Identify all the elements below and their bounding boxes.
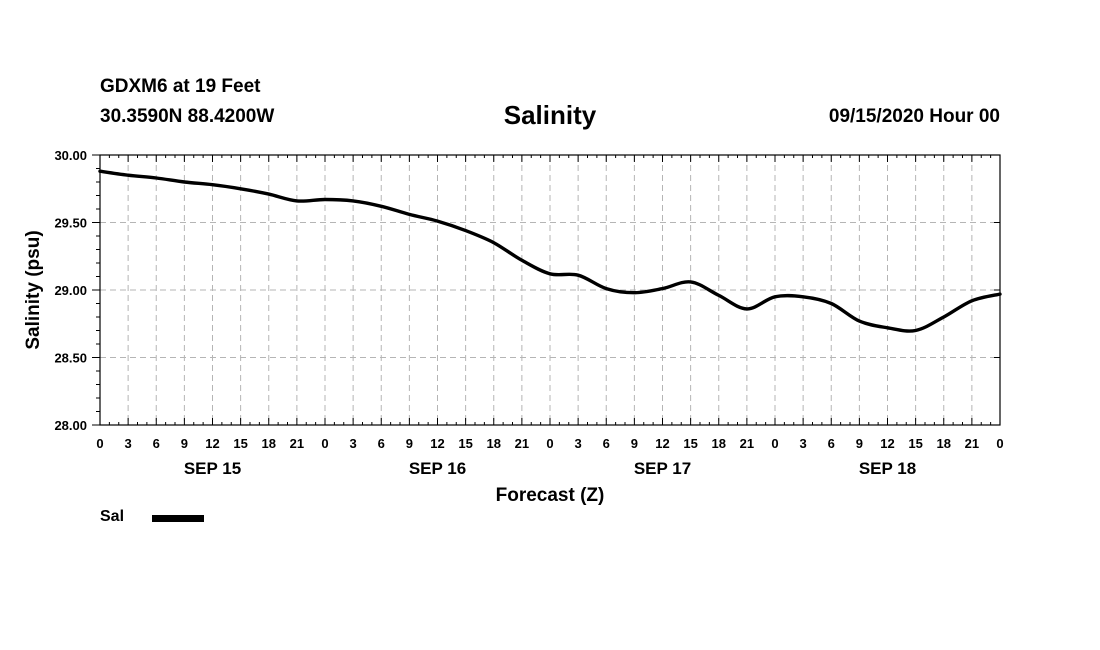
coordinates-label: 30.3590N 88.4200W	[100, 106, 275, 127]
x-tick-label: 0	[96, 436, 103, 451]
x-tick-label: 3	[575, 436, 582, 451]
chart-title: Salinity	[503, 100, 597, 130]
x-tick-label: 9	[181, 436, 188, 451]
axis-ticks	[92, 154, 1001, 426]
grid-lines	[100, 155, 1000, 425]
x-tick-label: 18	[487, 436, 501, 451]
x-tick-label: 6	[153, 436, 160, 451]
x-tick-label: 3	[350, 436, 357, 451]
x-tick-label: 12	[880, 436, 894, 451]
legend-line-swatch	[152, 515, 205, 522]
x-tick-label: 12	[430, 436, 444, 451]
day-label: SEP 15	[184, 459, 241, 478]
x-tick-label: 15	[683, 436, 697, 451]
x-tick-label: 21	[740, 436, 754, 451]
x-axis-title: Forecast (Z)	[496, 485, 605, 506]
day-label: SEP 18	[859, 459, 916, 478]
x-tick-label: 15	[458, 436, 472, 451]
y-axis-title: Salinity (psu)	[23, 230, 44, 349]
x-tick-label: 3	[125, 436, 132, 451]
x-tick-label: 21	[290, 436, 304, 451]
x-tick-label: 21	[965, 436, 979, 451]
x-tick-label: 18	[937, 436, 951, 451]
x-tick-label: 12	[205, 436, 219, 451]
y-tick-label: 28.50	[54, 351, 87, 366]
y-tick-label: 30.00	[54, 148, 87, 163]
station-label: GDXM6 at 19 Feet	[100, 76, 261, 97]
y-tick-label: 29.00	[54, 283, 87, 298]
axis-tick-labels: 0 3 6 9 12 15 18 21 0 3 6 9 12 15 18 21 0 3 6 9 12 15 18 21 0 3 6 9…	[54, 148, 1003, 478]
day-label: SEP 17	[634, 459, 691, 478]
x-tick-label: 0	[771, 436, 778, 451]
legend-label: Sal	[100, 508, 125, 525]
x-tick-label: 0	[546, 436, 553, 451]
x-tick-label: 9	[631, 436, 638, 451]
x-tick-label: 3	[800, 436, 807, 451]
y-tick-label: 28.00	[54, 418, 87, 433]
x-tick-label: 9	[406, 436, 413, 451]
x-tick-label: 15	[908, 436, 922, 451]
x-tick-label: 18	[712, 436, 726, 451]
series-line-sal	[98, 169, 1002, 333]
legend: Sal	[100, 508, 205, 526]
x-tick-label: 12	[655, 436, 669, 451]
x-tick-label: 21	[515, 436, 529, 451]
x-tick-label: 0	[996, 436, 1003, 451]
forecast-datetime: 09/15/2020 Hour 00	[828, 106, 1000, 127]
x-tick-label: 15	[233, 436, 247, 451]
x-tick-label: 6	[603, 436, 610, 451]
day-label: SEP 16	[409, 459, 466, 478]
x-tick-label: 6	[828, 436, 835, 451]
x-tick-label: 0	[321, 436, 328, 451]
x-tick-label: 18	[262, 436, 276, 451]
x-tick-label: 9	[856, 436, 863, 451]
y-tick-label: 29.50	[54, 216, 87, 231]
x-tick-label: 6	[378, 436, 385, 451]
